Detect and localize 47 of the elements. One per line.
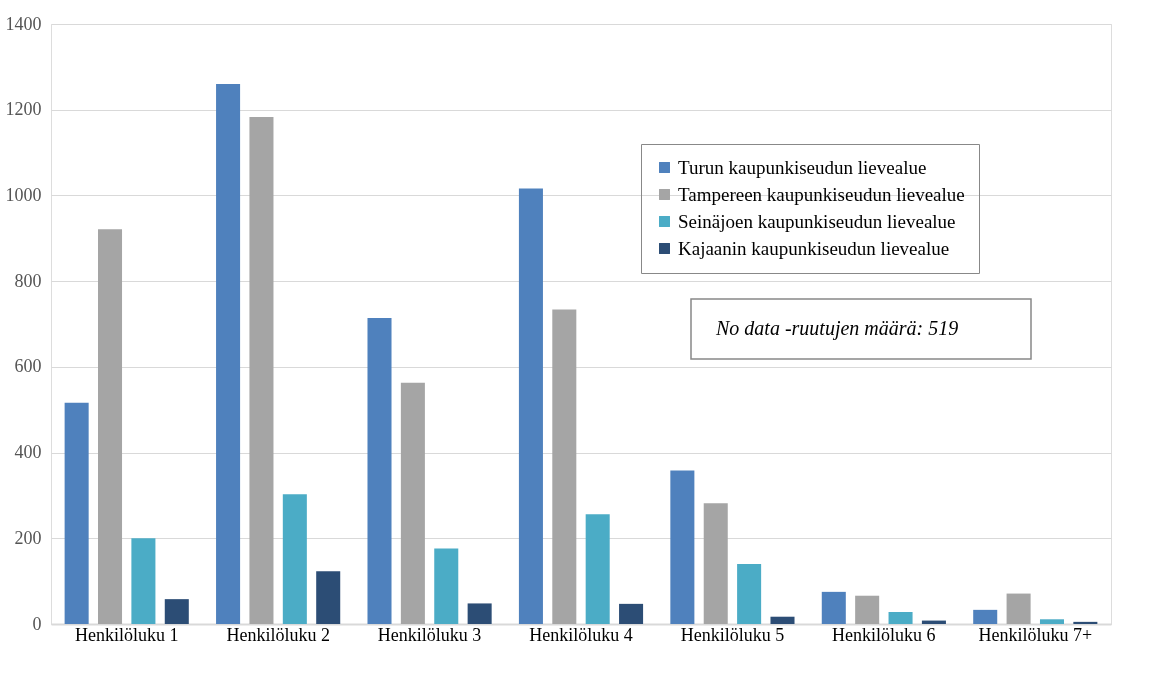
bar [770,616,795,624]
y-tick-label: 1200 [5,99,42,120]
x-tick-label: Henkilöluku 4 [529,624,633,645]
legend-label: Kajaanin kaupunkiseudun lievealue [678,237,950,259]
bar [131,538,156,624]
bar [164,599,189,624]
bar [316,571,341,624]
y-tick-label: 800 [14,270,42,291]
bar [367,318,392,624]
bar [585,514,610,624]
bar [821,591,846,624]
bar [518,188,543,624]
bar [855,595,880,624]
y-tick-label: 400 [14,442,42,463]
bar [249,117,274,624]
bar [1006,593,1031,624]
bar [670,470,695,624]
y-tick-label: 200 [14,527,42,548]
x-tick-label: Henkilöluku 3 [377,624,482,645]
x-tick-label: Henkilöluku 2 [226,624,330,645]
y-tick-label: 600 [14,356,42,377]
bar [400,382,425,624]
bar [98,229,123,624]
x-tick-label: Henkilöluku 5 [680,624,785,645]
annotation: No data -ruutujen määrä: 519 [715,317,959,340]
bar [467,603,492,624]
bar [888,612,913,624]
bar [1039,619,1064,624]
legend-label: Turun kaupunkiseudun lievealue [678,156,927,178]
legend-label: Tampereen kaupunkiseudun lievealue [678,183,965,205]
bar [619,603,644,624]
bar [703,503,728,624]
bar [282,494,307,624]
y-tick-label: 0 [32,613,42,634]
bar [64,402,89,624]
legend-label: Seinäjoen kaupunkiseudun lievealue [678,210,956,232]
y-tick-label: 1000 [5,184,42,205]
bar [737,564,762,624]
x-tick-label: Henkilöluku 7+ [978,624,1093,645]
y-tick-label: 1400 [5,13,42,34]
x-tick-label: Henkilöluku 1 [74,624,179,645]
bar [973,609,998,624]
x-tick-label: Henkilöluku 6 [832,624,936,645]
bar [434,548,459,624]
bar [552,309,577,624]
bar [1073,621,1098,624]
bar [216,84,241,624]
